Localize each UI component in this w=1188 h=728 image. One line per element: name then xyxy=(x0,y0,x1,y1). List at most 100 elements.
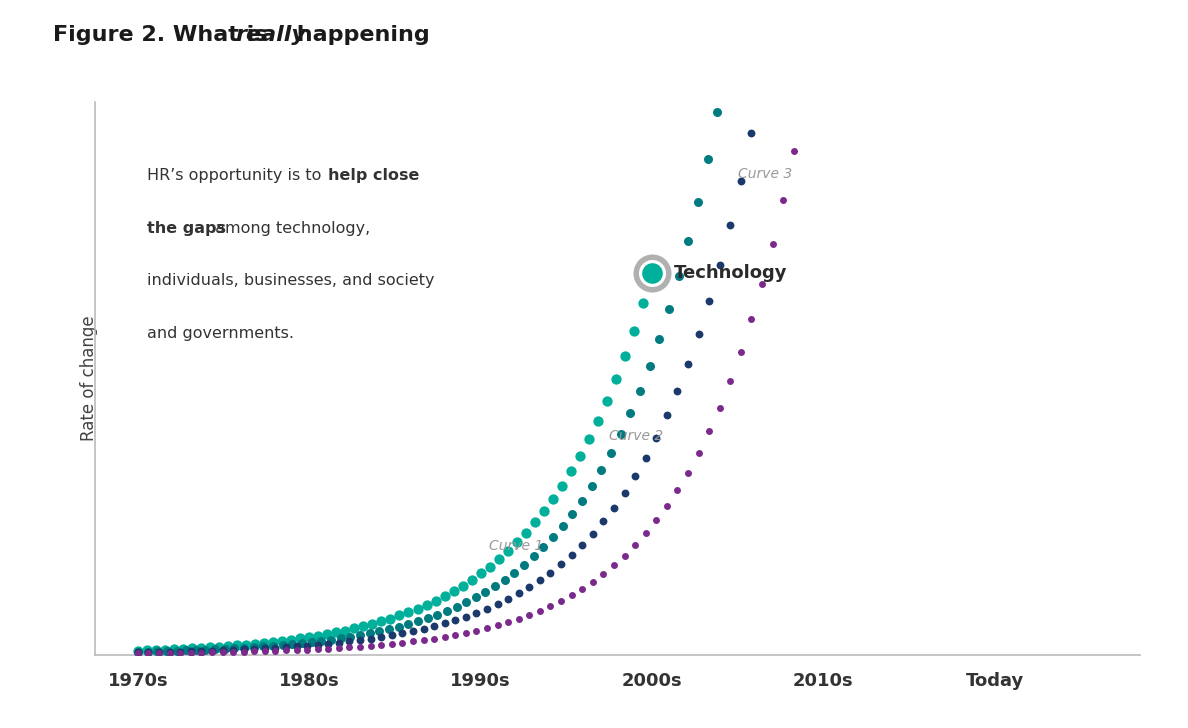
Point xyxy=(277,641,296,653)
Point xyxy=(456,611,475,622)
Text: the gaps: the gaps xyxy=(147,221,226,236)
Point xyxy=(505,567,524,579)
Point xyxy=(173,643,192,654)
Point xyxy=(255,643,274,654)
Point xyxy=(223,646,242,658)
Point xyxy=(139,647,158,659)
Point xyxy=(255,646,274,657)
Point xyxy=(637,528,656,539)
Point xyxy=(520,581,539,593)
Text: help close: help close xyxy=(328,168,419,183)
Point xyxy=(318,638,337,649)
Point xyxy=(678,234,697,246)
Point xyxy=(478,603,497,614)
Point xyxy=(573,539,592,550)
Point xyxy=(594,568,613,579)
Point xyxy=(657,410,676,422)
Point xyxy=(209,641,228,652)
Point xyxy=(588,415,607,427)
Point xyxy=(592,464,611,476)
Point xyxy=(424,620,443,632)
Point xyxy=(381,613,400,625)
Point xyxy=(362,618,381,630)
Point xyxy=(311,635,330,646)
Point xyxy=(573,495,592,507)
Point xyxy=(615,487,634,499)
Point xyxy=(520,609,539,621)
Point xyxy=(157,645,176,657)
Point xyxy=(383,638,402,649)
Point xyxy=(273,635,292,646)
Point xyxy=(742,314,762,325)
Point xyxy=(336,625,355,636)
Point xyxy=(219,640,238,652)
Point xyxy=(277,645,296,657)
Point xyxy=(646,432,665,443)
Point xyxy=(318,643,337,654)
Point xyxy=(182,647,201,659)
Point xyxy=(637,452,656,464)
Point xyxy=(329,642,348,654)
Point xyxy=(417,599,436,611)
Point xyxy=(435,590,454,602)
Point xyxy=(456,596,475,608)
Point xyxy=(732,346,751,357)
Point xyxy=(147,646,166,657)
Point xyxy=(354,620,373,632)
Point xyxy=(372,639,391,651)
Point xyxy=(689,447,708,459)
Point xyxy=(225,643,244,654)
Point xyxy=(350,634,369,646)
Point xyxy=(128,645,147,657)
Point xyxy=(486,580,505,592)
Point xyxy=(168,645,187,657)
Point xyxy=(139,646,158,658)
Point xyxy=(350,629,369,641)
Text: Technology: Technology xyxy=(675,264,788,282)
Point xyxy=(643,267,662,279)
Point xyxy=(372,615,391,627)
Point xyxy=(643,267,662,279)
Point xyxy=(146,644,165,656)
Point xyxy=(524,550,543,562)
Point xyxy=(580,433,599,445)
Point xyxy=(341,631,360,643)
Point xyxy=(582,480,601,492)
Point xyxy=(245,641,264,653)
Point xyxy=(699,153,718,165)
Point xyxy=(507,537,526,548)
Point xyxy=(554,521,573,532)
Point xyxy=(318,628,337,640)
Point xyxy=(605,502,624,513)
Point xyxy=(291,633,310,644)
Point xyxy=(562,549,581,561)
Point xyxy=(287,641,307,652)
Point xyxy=(476,586,495,598)
Point xyxy=(453,579,472,591)
Point xyxy=(191,645,210,657)
Point xyxy=(530,605,549,617)
Point xyxy=(234,646,253,657)
Point xyxy=(201,641,220,653)
Point xyxy=(598,395,617,407)
Point xyxy=(428,609,447,620)
Point xyxy=(245,646,264,657)
Point xyxy=(678,358,697,370)
Point xyxy=(150,647,169,659)
Point xyxy=(499,593,518,605)
Point xyxy=(128,647,147,659)
Point xyxy=(525,517,544,529)
Point xyxy=(533,542,552,553)
Point xyxy=(633,297,652,309)
Point xyxy=(488,620,507,631)
Point xyxy=(678,467,697,478)
Point xyxy=(369,625,388,637)
Point xyxy=(138,646,157,657)
Point xyxy=(562,589,581,601)
Point xyxy=(264,636,283,648)
Point xyxy=(171,646,190,657)
Point xyxy=(659,303,678,314)
Point xyxy=(379,623,398,635)
Point xyxy=(752,277,771,289)
Point xyxy=(489,553,508,565)
